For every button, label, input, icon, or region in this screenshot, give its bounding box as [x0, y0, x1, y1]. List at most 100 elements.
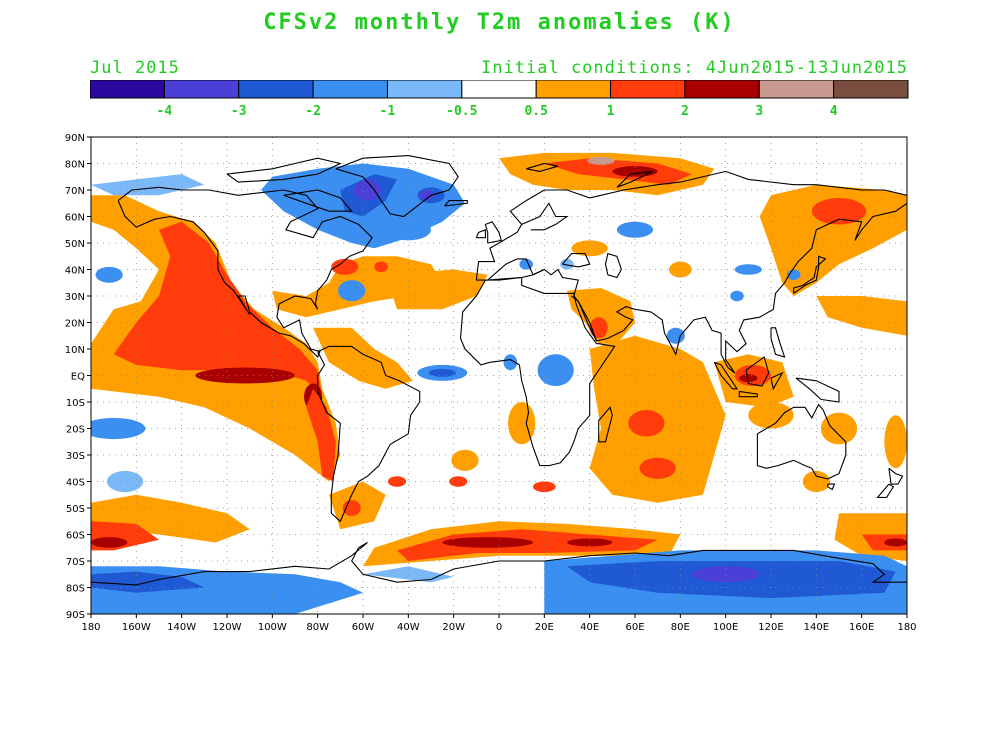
coastline [713, 361, 739, 390]
anomaly-field [419, 190, 434, 201]
coastline [475, 170, 907, 281]
anomaly-field [811, 197, 867, 225]
anomaly-field [628, 409, 665, 437]
anomaly-field [451, 449, 479, 471]
coastline [475, 229, 486, 239]
colorbar-tick-label: -1 [380, 104, 396, 119]
anomaly-field [91, 537, 128, 548]
coastline [827, 483, 836, 491]
coastline [526, 162, 559, 172]
coastline [745, 356, 770, 387]
coastline [571, 295, 598, 342]
lon-tick-label: 120W [213, 622, 242, 633]
coastline [770, 371, 784, 391]
colorbar-tick-label: -4 [157, 104, 173, 119]
coastline [335, 155, 459, 218]
anomaly-field [428, 368, 456, 377]
lon-tick-label: 180 [897, 622, 916, 633]
coastline [444, 200, 468, 207]
anomaly-field [884, 415, 907, 469]
lat-tick-label: 20N [65, 319, 85, 330]
chart-title: CFSv2 monthly T2m anomalies (K) [263, 10, 736, 35]
lon-tick-label: 20W [442, 622, 465, 633]
coastline [476, 202, 907, 374]
lat-tick-label: EQ [71, 372, 85, 383]
coastline [484, 221, 502, 244]
anomaly-field [571, 240, 608, 257]
coastline [604, 252, 622, 279]
lon-tick-label: 140W [167, 622, 196, 633]
coastline [283, 189, 353, 212]
lat-tick-label: 90N [65, 133, 85, 144]
anomaly-field [519, 258, 533, 270]
colorbar-tick-label: 1 [607, 104, 615, 119]
lon-tick-label: 40E [580, 622, 599, 633]
lat-tick-label: 80N [65, 160, 85, 171]
coastline [459, 276, 616, 467]
anomaly-field [587, 156, 615, 165]
lat-tick-label: 80S [66, 584, 85, 595]
anomaly-field [734, 264, 762, 275]
colorbar-tick-label: 4 [830, 104, 838, 119]
anomaly-field [449, 476, 468, 487]
lon-tick-label: 80W [306, 622, 329, 633]
coastline [876, 483, 895, 498]
lon-tick-label: 100W [258, 622, 287, 633]
anomaly-field [306, 388, 336, 482]
anomaly-field [816, 296, 907, 336]
anomaly-field [616, 221, 654, 238]
lon-tick-label: 100E [713, 622, 738, 633]
coastline [317, 345, 421, 523]
anomaly-field [342, 500, 361, 516]
colorbar-tick-label: -2 [305, 104, 321, 119]
lon-tick-label: 80E [671, 622, 690, 633]
colorbar-tick-label: 3 [755, 104, 763, 119]
anomaly-field [739, 374, 758, 383]
anomaly-field [508, 402, 536, 445]
lon-tick-label: 140E [804, 622, 829, 633]
lat-tick-label: 40N [65, 266, 85, 277]
coastline [562, 253, 591, 268]
lat-tick-label: 30N [65, 292, 85, 303]
lon-tick-label: 0 [496, 622, 502, 633]
colorbar-tick-label: 0.5 [524, 104, 547, 119]
anomaly-field [113, 221, 323, 397]
anomaly-field [363, 566, 454, 583]
lon-tick-label: 160E [849, 622, 874, 633]
anomaly-field [91, 174, 205, 196]
lon-tick-label: 60E [625, 622, 644, 633]
coastline [616, 170, 654, 188]
valid-month-label: Jul 2015 [90, 58, 180, 78]
lat-tick-label: 60S [66, 531, 85, 542]
anomaly-field [533, 481, 556, 493]
lat-tick-label: 60N [65, 213, 85, 224]
anomaly-field [106, 470, 144, 493]
anomaly-field [820, 412, 858, 445]
anomaly-field [313, 327, 413, 389]
lat-tick-label: 70S [66, 557, 85, 568]
anomaly-field [442, 537, 533, 548]
anomaly-field [691, 566, 760, 583]
anomaly-field [759, 184, 907, 296]
coastline [91, 542, 907, 586]
lat-tick-label: 10N [65, 345, 85, 356]
coastline [795, 377, 840, 403]
anomaly-field [385, 269, 488, 310]
anomaly-field [385, 219, 432, 241]
lat-tick-label: 70N [65, 186, 85, 197]
anomaly-field [91, 417, 146, 440]
anomaly-field [589, 317, 608, 339]
colorbar-legend: -4 -3 -2 -1 -0.5 0.5 1 2 3 4 [90, 80, 909, 119]
anomaly-field [331, 258, 359, 275]
anomaly-field [537, 354, 574, 387]
anomaly-field [839, 603, 907, 614]
anomaly-field [730, 290, 744, 302]
anomaly-field [639, 457, 676, 479]
lon-tick-label: 20E [535, 622, 554, 633]
lon-tick-label: 120E [758, 622, 783, 633]
lat-tick-label: 40S [66, 478, 85, 489]
initial-conditions-label: Initial conditions: 4Jun2015-13Jun2015 [481, 58, 908, 78]
lat-tick-label: 30S [66, 451, 85, 462]
colorbar-tick-label: -0.5 [446, 104, 477, 119]
